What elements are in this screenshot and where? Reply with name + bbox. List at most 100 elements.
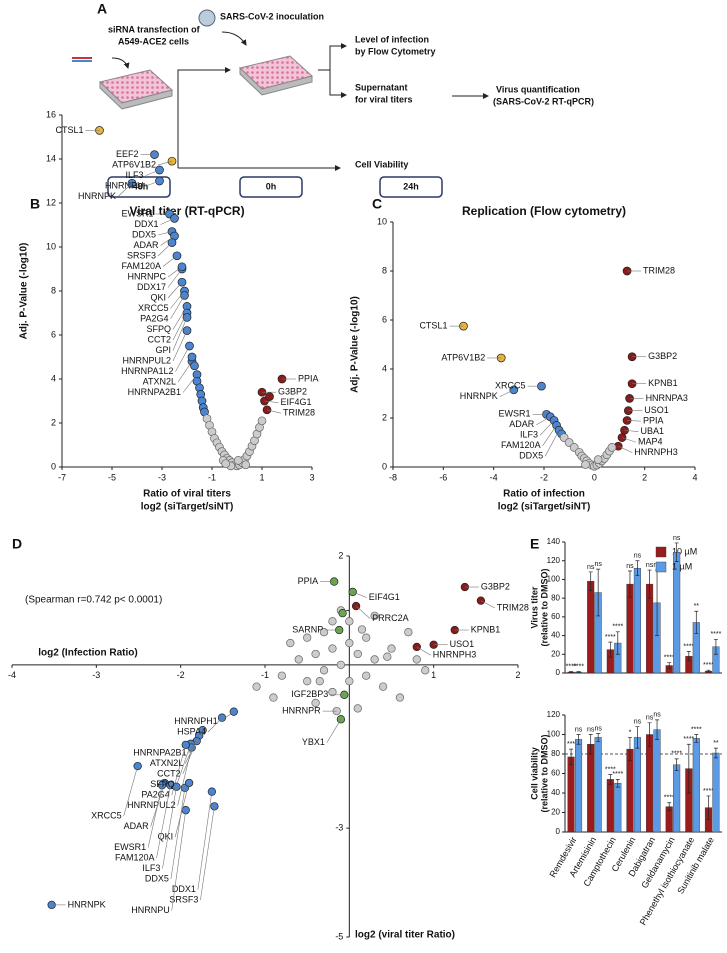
data-point bbox=[345, 617, 354, 626]
x-tick-label: -6 bbox=[439, 472, 447, 482]
point-label: HNRNPK bbox=[78, 191, 116, 201]
point-label: ADAR bbox=[124, 821, 150, 831]
point-label: XRCC5 bbox=[138, 303, 169, 313]
significance-label: ** bbox=[694, 603, 700, 610]
bar bbox=[567, 756, 575, 833]
data-point bbox=[328, 687, 337, 697]
data-point bbox=[311, 698, 320, 708]
leader-line bbox=[352, 591, 367, 598]
y-tick-label: 80 bbox=[551, 593, 560, 602]
point-label: HNRNPU bbox=[131, 905, 170, 915]
leader-line bbox=[177, 361, 193, 383]
point-label: PA2G4 bbox=[140, 313, 168, 323]
bar bbox=[575, 739, 583, 833]
panel-a: A siRNA transfection of A549-ACE2 cells … bbox=[72, 1, 594, 198]
y-tick-label: 60 bbox=[551, 769, 560, 778]
bar bbox=[587, 744, 595, 833]
data-point bbox=[311, 649, 320, 659]
bar bbox=[633, 737, 641, 833]
error-bar bbox=[706, 669, 711, 673]
point-label: QKI bbox=[150, 292, 166, 302]
x-tick-label: -2 bbox=[177, 670, 185, 680]
point-label: FAM120A bbox=[501, 440, 541, 450]
point-label: EWSR1 bbox=[121, 208, 153, 218]
error-bar bbox=[596, 568, 601, 617]
point-label: CTSL1 bbox=[419, 321, 447, 331]
significance-label: **** bbox=[664, 655, 675, 662]
leader-line bbox=[539, 420, 555, 436]
leader-line bbox=[621, 437, 637, 443]
data-point bbox=[362, 633, 371, 642]
point-label: FAM120A bbox=[115, 852, 155, 862]
significance-label: **** bbox=[683, 736, 694, 743]
point-label: EWSR1 bbox=[499, 409, 531, 419]
leader-line bbox=[197, 791, 213, 890]
error-bar bbox=[608, 774, 613, 785]
data-point bbox=[187, 352, 197, 362]
error-bar bbox=[588, 734, 593, 755]
y-tick-label: 0 bbox=[556, 668, 561, 677]
y-tick-label: 40 bbox=[551, 788, 560, 797]
point-label: HNRNPUL2 bbox=[122, 355, 171, 365]
data-point bbox=[357, 625, 367, 634]
significance-label: ns bbox=[673, 535, 681, 542]
point-label: G3BP2 bbox=[648, 351, 677, 361]
legend-swatch bbox=[655, 561, 667, 573]
leader-line bbox=[170, 787, 186, 880]
data-point bbox=[345, 677, 354, 686]
data-point bbox=[581, 460, 590, 469]
y-axis-label: Cell viability bbox=[529, 747, 539, 800]
bar bbox=[594, 737, 602, 833]
bar bbox=[587, 581, 595, 674]
leader-line bbox=[355, 605, 371, 619]
leader-line bbox=[167, 266, 183, 278]
leader-line bbox=[172, 306, 188, 330]
error-bar bbox=[655, 719, 660, 740]
data-point bbox=[412, 655, 421, 664]
point-label: HNRNPA1L2 bbox=[121, 366, 173, 376]
y-axis-label: Adj. P-Value (-log10) bbox=[19, 243, 30, 340]
point-label: HNRNPR bbox=[282, 705, 321, 715]
leader-line bbox=[175, 345, 190, 372]
point-label: ATXN2L bbox=[143, 376, 176, 386]
significance-label: ** bbox=[713, 740, 719, 747]
data-point bbox=[387, 644, 396, 653]
leader-line bbox=[264, 400, 279, 403]
y-tick-label: 0 bbox=[556, 827, 561, 836]
data-point bbox=[221, 459, 231, 469]
data-point bbox=[269, 693, 278, 702]
point-label: ATXN2L bbox=[150, 758, 183, 768]
leader-line bbox=[123, 766, 138, 817]
significance-label: **** bbox=[566, 663, 577, 670]
y-axis-label: (relative to DMSO) bbox=[539, 734, 549, 812]
leader-line bbox=[167, 282, 183, 299]
leader-line bbox=[160, 235, 175, 246]
leader-line bbox=[170, 295, 185, 320]
error-bar bbox=[694, 734, 699, 743]
error-bar bbox=[576, 671, 581, 673]
point-label: HNRNPH1 bbox=[174, 716, 218, 726]
leader-line bbox=[618, 445, 633, 453]
point-label: DDX1 bbox=[172, 884, 196, 894]
data-point bbox=[252, 682, 261, 691]
point-label: HNRNPK bbox=[68, 899, 106, 909]
leader-line bbox=[160, 218, 175, 225]
point-label: ADAR bbox=[509, 419, 535, 429]
data-point bbox=[241, 460, 251, 470]
data-point bbox=[404, 628, 413, 637]
error-bar bbox=[627, 737, 632, 762]
error-bar bbox=[569, 671, 574, 673]
y-tick-label: 6 bbox=[51, 329, 56, 339]
significance-label: *** bbox=[567, 741, 575, 748]
x-tick-label: 2 bbox=[642, 472, 647, 482]
leader-line bbox=[174, 782, 190, 838]
leader-line bbox=[177, 747, 192, 806]
arrow bbox=[221, 31, 247, 46]
leader-line bbox=[117, 182, 133, 197]
point-label: DDX5 bbox=[132, 229, 156, 239]
significance-label: **** bbox=[612, 624, 623, 631]
data-point bbox=[593, 455, 603, 464]
bar bbox=[653, 729, 661, 833]
output-text: by Flow Cytometry bbox=[355, 46, 436, 56]
